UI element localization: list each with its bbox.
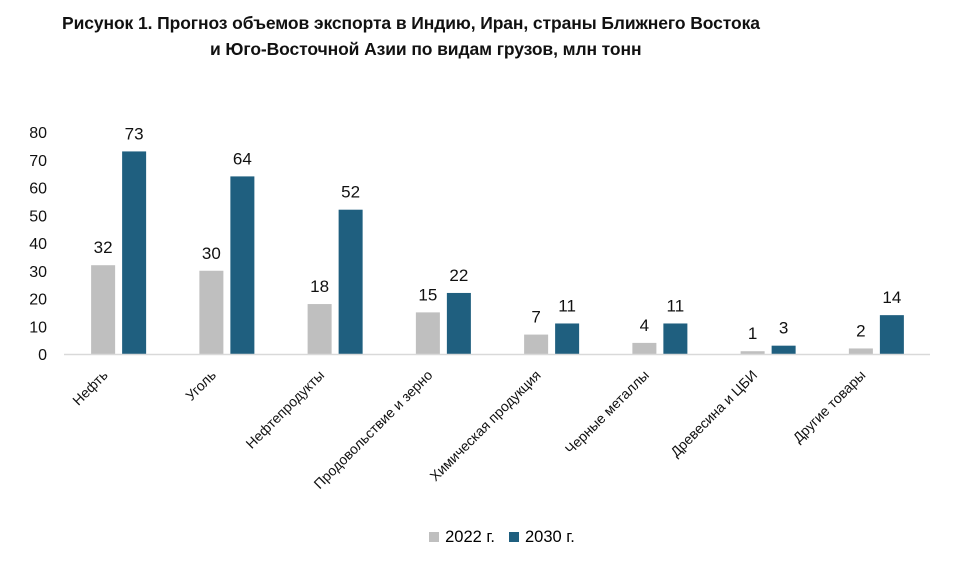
legend-item-2022: 2022 г. [429, 528, 495, 547]
bar-2030-6 [771, 345, 796, 354]
legend-label-2022: 2022 г. [445, 527, 495, 546]
bar-2030-5 [663, 323, 688, 354]
legend: 2022 г. 2030 г. [0, 525, 960, 549]
bar-2022-4 [524, 334, 549, 354]
value-label-2022-3: 15 [418, 285, 437, 304]
bar-2030-0 [122, 151, 147, 354]
y-tick-label: 40 [29, 236, 47, 253]
category-label: Нефтепродукты [242, 367, 327, 452]
bar-2022-6 [740, 351, 765, 354]
value-label-2030-4: 11 [558, 296, 576, 315]
bar-2030-7 [879, 315, 904, 354]
bar-2022-3 [415, 312, 440, 354]
bar-2022-5 [632, 342, 657, 354]
value-label-2022-6: 1 [748, 324, 757, 343]
legend-label-2030: 2030 г. [525, 527, 575, 546]
value-label-2030-2: 52 [341, 183, 360, 202]
value-label-2022-5: 4 [640, 316, 649, 335]
value-label-2030-5: 11 [667, 296, 685, 315]
y-tick-label: 10 [29, 319, 47, 336]
y-tick-label: 70 [29, 153, 47, 170]
bar-2022-0 [91, 265, 116, 354]
y-tick-label: 20 [29, 292, 47, 309]
bars-group [91, 151, 904, 354]
value-label-2022-0: 32 [94, 238, 113, 257]
category-label: Другие товары [790, 367, 869, 446]
legend-item-2030: 2030 г. [509, 528, 575, 547]
value-label-2030-6: 3 [779, 319, 788, 338]
category-label: Нефть [69, 367, 111, 409]
category-label: Черные металлы [562, 367, 652, 457]
value-label-2022-7: 2 [856, 321, 865, 340]
bar-2022-1 [199, 270, 224, 354]
y-axis: 0 10 20 30 40 50 60 70 80 [29, 125, 47, 364]
category-label: Уголь [182, 367, 219, 404]
y-tick-label: 80 [29, 125, 47, 142]
bar-2022-7 [848, 348, 873, 354]
chart-title-line-1: Рисунок 1. Прогноз объемов экспорта в Ин… [62, 13, 760, 33]
bar-2030-1 [230, 176, 255, 354]
category-label: Химическая продукция [426, 367, 543, 484]
value-label-2022-1: 30 [202, 244, 221, 263]
value-label-2022-2: 18 [310, 277, 329, 296]
bar-2030-3 [446, 292, 471, 354]
y-tick-label: 0 [38, 347, 47, 364]
bar-2022-2 [307, 304, 332, 354]
y-tick-label: 30 [29, 264, 47, 281]
legend-swatch-2030 [509, 532, 519, 542]
bar-2030-2 [338, 209, 363, 354]
y-tick-label: 50 [29, 208, 47, 225]
value-label-2030-1: 64 [233, 149, 252, 168]
legend-swatch-2022 [429, 532, 440, 542]
value-label-2030-0: 73 [125, 124, 144, 143]
category-label: Древесина и ЦБИ [667, 367, 760, 460]
category-label: Продовольствие и зерно [310, 367, 435, 492]
value-label-2030-3: 22 [449, 266, 468, 285]
y-tick-label: 60 [29, 181, 47, 198]
bar-2030-4 [555, 323, 580, 354]
value-label-2022-4: 7 [531, 308, 540, 327]
chart-title-line-2: и Юго-Восточной Азии по видам грузов, мл… [210, 39, 642, 59]
value-label-2030-7: 14 [882, 288, 901, 307]
